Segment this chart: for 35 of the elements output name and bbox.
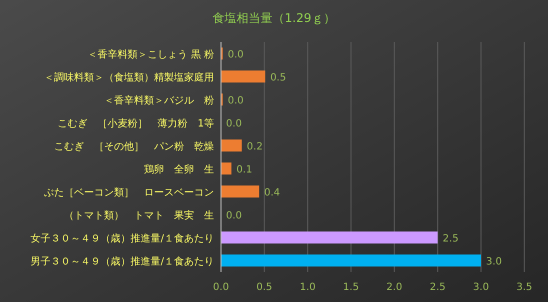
y-tick-label: 男子３０～４９（歳）推進量/１食あたり — [30, 256, 214, 268]
data-label: 0.1 — [236, 164, 252, 176]
x-tick-label: 3.5 — [516, 282, 532, 293]
y-tick-label: ＜香辛料類＞バジル 粉 — [104, 94, 214, 106]
data-label: 0.2 — [246, 142, 263, 152]
chart-title: 食塩相当量（1.29ｇ） — [212, 11, 336, 25]
bar — [221, 70, 266, 82]
y-tick-label: 鶏卵 全卵 生 — [144, 164, 214, 176]
bar — [221, 254, 481, 266]
bar — [221, 232, 438, 244]
x-tick-label: 3.0 — [473, 282, 489, 293]
y-tick-label: ＜香辛料類＞こしょう 黒 粉 — [88, 48, 214, 60]
data-label: 0.0 — [226, 210, 242, 222]
data-label: 3.0 — [486, 256, 502, 268]
data-label: 0.5 — [270, 72, 286, 84]
bar — [221, 140, 242, 152]
x-tick-label: 2.0 — [386, 282, 402, 293]
data-label: 0.0 — [226, 118, 242, 130]
data-label: 0.0 — [228, 50, 244, 60]
y-tick-label: （トマト類） トマト 果実 生 — [64, 210, 214, 222]
x-tick-label: 0.5 — [256, 282, 272, 293]
y-tick-label: 女子３０～４９（歳）推進量/１食あたり — [30, 232, 214, 244]
bar — [221, 186, 260, 198]
y-tick-label: こむぎ ［小麦粉］ 薄力粉 1等 — [58, 118, 214, 130]
y-tick-label: こむぎ ［その他］ パン粉 乾燥 — [54, 140, 214, 152]
bar — [221, 162, 232, 174]
x-tick-label: 0.0 — [213, 282, 229, 293]
data-label: 2.5 — [442, 234, 459, 244]
x-tick-label: 2.5 — [430, 282, 446, 293]
y-tick-label: ＜調味料類＞（食塩類）精製塩家庭用 — [44, 72, 214, 84]
data-label: 0.4 — [264, 188, 280, 198]
data-label: 0.0 — [228, 96, 244, 106]
y-tick-label: ぶた［ベーコン類］ ロースベーコン — [44, 186, 214, 198]
x-tick-label: 1.5 — [343, 282, 359, 293]
x-tick-label: 1.0 — [300, 282, 316, 293]
